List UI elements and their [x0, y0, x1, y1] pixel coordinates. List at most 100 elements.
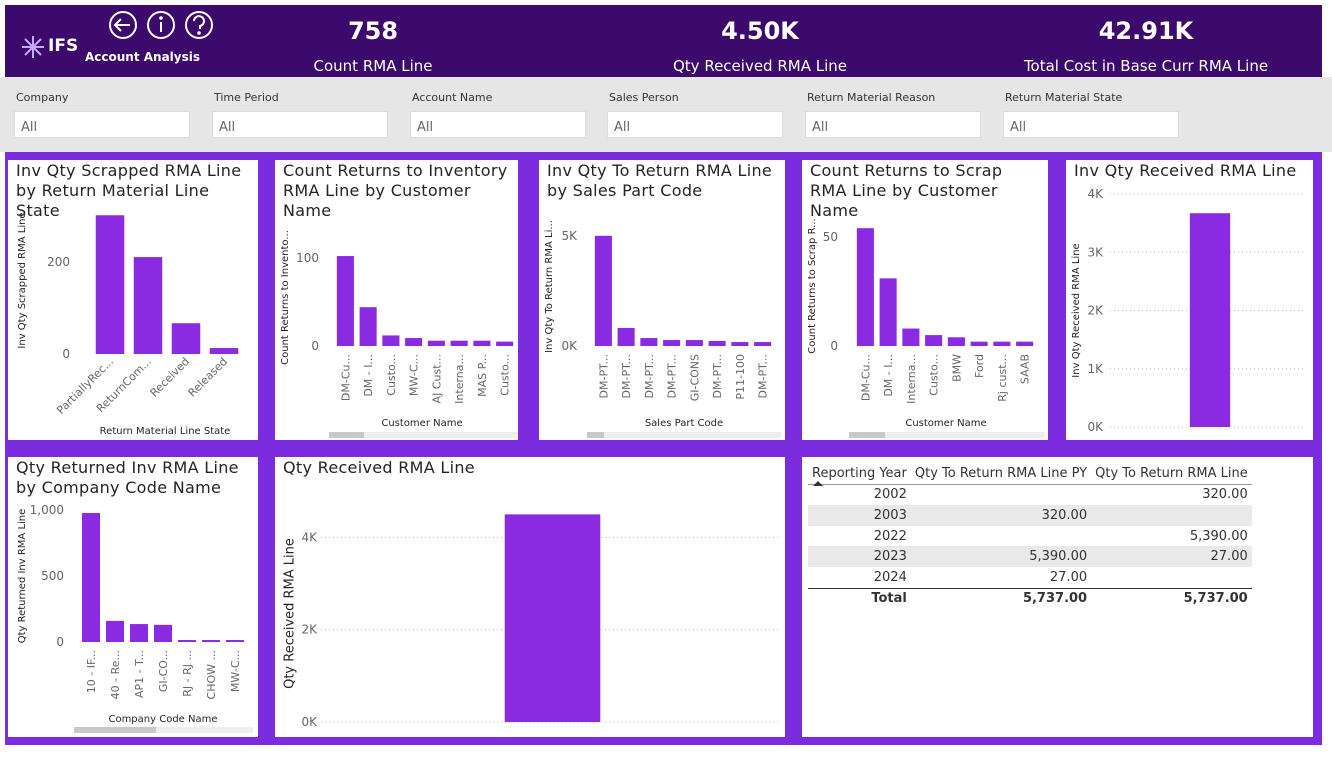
- scrollbar-thumb[interactable]: [74, 727, 156, 733]
- bar: [1189, 213, 1231, 427]
- bar: [359, 307, 377, 346]
- bar: [171, 323, 201, 354]
- scrollbar-track[interactable]: [587, 432, 781, 438]
- x-tick-label: DM-PT...: [757, 354, 770, 398]
- y-tick-label: 3K: [1087, 245, 1104, 259]
- help-icon[interactable]: [185, 11, 213, 39]
- filter-dropdown[interactable]: All: [14, 111, 190, 138]
- y-tick-label: 0: [62, 347, 70, 361]
- x-tick-label: Received: [148, 355, 193, 400]
- y-axis-label: Inv Qty Scrapped RMA Line: [17, 212, 28, 348]
- y-tick-label: 4K: [301, 530, 318, 544]
- app-title: Account Analysis: [85, 50, 201, 64]
- filter-dropdown[interactable]: All: [1003, 111, 1179, 138]
- empty-cell: [911, 526, 1091, 547]
- scrollbar-thumb[interactable]: [587, 432, 604, 438]
- x-tick-label: DM-PT...: [620, 354, 633, 398]
- filter-label: Company: [16, 91, 69, 104]
- bar: [405, 338, 423, 346]
- bar: [925, 335, 943, 346]
- bar: [226, 640, 244, 642]
- chart-panel: Qty Returned Inv RMA Line by Company Cod…: [8, 457, 258, 737]
- bar: [1016, 341, 1034, 346]
- scrollbar-track[interactable]: [74, 727, 253, 733]
- x-tick-label: Custo...: [928, 354, 941, 396]
- table-cell: 5,390.00: [1029, 549, 1088, 565]
- chart: 0K 1K 2K 3K 4K Inv Qty Received RMA Line: [1071, 187, 1306, 434]
- table-cell: 2024: [873, 569, 907, 585]
- y-axis-label: Inv Qty To Return RMA Li...: [544, 220, 555, 353]
- table-row: 2003 320.00: [808, 505, 1252, 526]
- y-axis-label: Qty Returned Inv RMA Line: [17, 509, 28, 644]
- total-cell: 5,737.00: [1022, 591, 1088, 607]
- filter-label: Time Period: [214, 91, 279, 104]
- x-tick-label: DM-PT...: [711, 354, 724, 398]
- bar: [130, 624, 148, 642]
- filter-label: Return Material Reason: [807, 91, 936, 104]
- x-tick-label: DM - I...: [882, 354, 895, 397]
- x-tick-label: MW-C...: [229, 650, 242, 692]
- bar: [731, 342, 749, 346]
- bar: [754, 342, 772, 346]
- back-icon[interactable]: [109, 11, 137, 39]
- kpi-label: Qty Received RMA Line: [672, 57, 847, 75]
- filter-dropdown[interactable]: All: [410, 111, 586, 138]
- table-panel: Reporting Year Qty To Return RMA Line PY Q…: [802, 457, 1313, 737]
- y-tick-label: 1K: [1087, 362, 1104, 376]
- bar: [685, 340, 703, 346]
- table-row: 2023 5,390.00 27.00: [808, 546, 1252, 567]
- empty-cell: [911, 484, 1091, 505]
- chart: 0K 5K Inv Qty To Return RMA Li... Sales Par…: [544, 220, 781, 438]
- kpi-value: 4.50K: [721, 17, 799, 45]
- y-tick-label: 4K: [1087, 187, 1104, 201]
- x-tick-label: Rj cust...: [996, 354, 1009, 402]
- filter-dropdown[interactable]: All: [805, 111, 981, 138]
- scrollbar-track[interactable]: [329, 432, 517, 438]
- filter-dropdown[interactable]: All: [212, 111, 388, 138]
- y-tick-label: 200: [47, 255, 70, 269]
- scrollbar-thumb[interactable]: [849, 432, 885, 438]
- bar: [382, 335, 400, 346]
- y-axis-label: Qty Received RMA Line: [283, 538, 298, 689]
- x-tick-label: GI-CO...: [157, 650, 170, 692]
- x-tick-label: AJ Cust...: [430, 354, 443, 403]
- bar: [336, 256, 354, 346]
- x-tick-label: DM-PT...: [666, 354, 679, 398]
- x-tick-label: MAS P...: [476, 354, 489, 397]
- table-row: 2024 27.00: [808, 567, 1252, 588]
- x-tick-label: DM-PT...: [643, 354, 656, 398]
- scrollbar-thumb[interactable]: [329, 432, 364, 438]
- bar: [473, 340, 491, 346]
- y-tick-label: 0: [56, 635, 64, 649]
- table-cell: 320.00: [1041, 507, 1088, 523]
- bar: [663, 340, 681, 346]
- chart-title: Count Returns to Scrap RMA Line by Custo…: [810, 161, 1003, 220]
- y-axis-label: Count Returns to Invento...: [280, 230, 291, 365]
- sort-arrow[interactable]: [812, 480, 824, 488]
- bar: [496, 341, 514, 346]
- filter-dropdown[interactable]: All: [607, 111, 783, 138]
- y-axis-label: Inv Qty Received RMA Line: [1071, 243, 1082, 377]
- x-tick-label: DM-Cu...: [339, 354, 352, 401]
- x-tick-label: BMW: [950, 354, 963, 382]
- y-tick-label: 2K: [1087, 304, 1104, 318]
- x-tick-label: Ford: [973, 354, 986, 378]
- chart-title: Inv Qty To Return RMA Line by Sales Part…: [547, 161, 773, 200]
- bar: [178, 640, 196, 642]
- column-header: Reporting Year: [812, 465, 907, 481]
- chart: 0 200 Inv Qty Scrapped RMA Line Return Mate…: [17, 212, 239, 437]
- bar: [209, 348, 239, 354]
- info-icon[interactable]: [147, 11, 175, 39]
- scrollbar-track[interactable]: [849, 432, 1045, 438]
- x-tick-label: 10 - IF...: [85, 650, 98, 693]
- table-row: 2002 320.00: [808, 484, 1252, 505]
- chart: 0 100 Count Returns to Invento... Customer …: [280, 230, 517, 438]
- x-tick-label: GI-CONS: [688, 354, 701, 401]
- bar: [594, 235, 612, 346]
- x-tick-label: CHOW ...: [205, 650, 218, 699]
- bar: [427, 340, 445, 346]
- chart-title: Qty Returned Inv RMA Line by Company Cod…: [16, 458, 239, 497]
- y-tick-label: 100: [296, 251, 319, 265]
- x-tick-label: Interna...: [453, 354, 466, 404]
